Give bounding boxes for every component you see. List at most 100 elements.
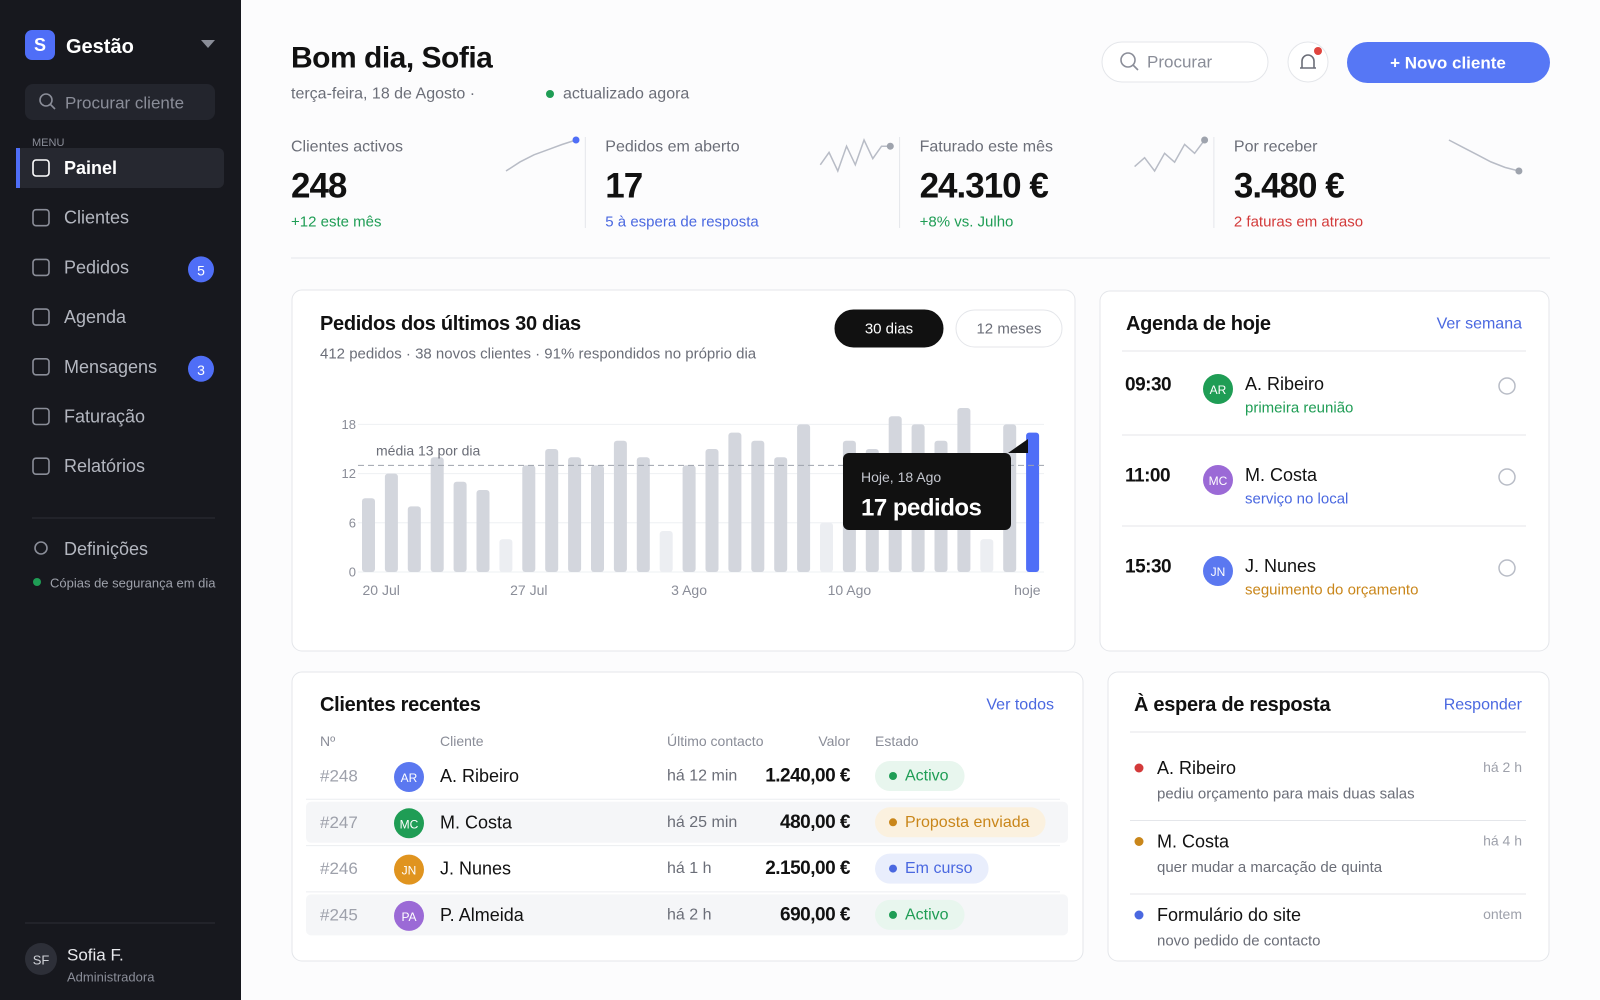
- nav-active-bar: [16, 148, 20, 188]
- waiting-dot: [1134, 910, 1144, 920]
- waiting-dot: [1134, 763, 1144, 773]
- agenda-check[interactable]: [1498, 468, 1516, 486]
- agenda-check[interactable]: [1498, 377, 1516, 395]
- nav-item[interactable]: Clientes: [32, 208, 129, 228]
- column-header: Valor: [818, 733, 850, 749]
- agenda-name: M. Costa: [1245, 465, 1318, 485]
- agenda-avatar: [1203, 465, 1233, 495]
- client-id: #248: [320, 767, 358, 786]
- tooltip-pointer: [1008, 439, 1028, 453]
- agenda-avatar-initials: AR: [1210, 383, 1227, 397]
- search-icon: [1132, 64, 1139, 71]
- bar: [476, 490, 490, 572]
- nav-icon: [32, 208, 50, 227]
- column-header: Estado: [875, 733, 919, 749]
- nav-label: Agenda: [64, 307, 127, 327]
- nav-label: Faturação: [64, 407, 145, 427]
- bar: [407, 506, 421, 572]
- client-name: P. Almeida: [440, 905, 525, 925]
- kpi-note: +12 este mês: [291, 214, 381, 231]
- waiting-name: A. Ribeiro: [1157, 758, 1236, 778]
- client-row[interactable]: #248 AR A. Ribeiro há 12 min 1.240,00 € Activ…: [320, 761, 965, 792]
- bar: [728, 432, 742, 572]
- client-name: A. Ribeiro: [440, 766, 519, 786]
- agenda-title: Agenda de hoje: [1126, 313, 1271, 335]
- client-value: 480,00 €: [780, 812, 851, 833]
- agenda-link[interactable]: Ver semana: [1437, 316, 1522, 333]
- y-tick-label: 0: [349, 565, 356, 580]
- nav-active-bg: [16, 148, 224, 188]
- client-row[interactable]: #246 JN J. Nunes há 1 h 2.150,00 € Em curso: [306, 845, 1060, 885]
- menu-label: MENU: [32, 137, 64, 149]
- agenda-avatar: [1203, 556, 1233, 586]
- waiting-name: Formulário do site: [1157, 905, 1301, 925]
- agenda-note: primeira reunião: [1245, 400, 1353, 417]
- bar: [751, 440, 765, 572]
- client-row[interactable]: #247 MC M. Costa há 25 min 480,00 € Proposta …: [306, 798, 1068, 843]
- kpi-value: 248: [291, 167, 347, 206]
- brand-caret[interactable]: [201, 40, 215, 48]
- bar: [820, 522, 833, 572]
- nav-icon: [32, 357, 50, 376]
- nav-item[interactable]: Mensagens 3: [32, 355, 214, 382]
- bar: [453, 481, 467, 572]
- waiting-link[interactable]: Responder: [1444, 697, 1523, 714]
- agenda-avatar-initials: MC: [1209, 474, 1228, 488]
- sparkline: [505, 139, 577, 172]
- client-avatar: [394, 900, 424, 931]
- bar: [522, 465, 536, 572]
- clients-link[interactable]: Ver todos: [986, 697, 1054, 714]
- waiting-note: quer mudar a marcação de quinta: [1157, 859, 1383, 876]
- x-tick-label: 20 Jul: [363, 582, 400, 598]
- notifications-button[interactable]: [1287, 41, 1329, 83]
- client-row[interactable]: #245 PA P. Almeida há 2 h 690,00 € Activo: [306, 891, 1068, 936]
- y-tick-label: 18: [342, 417, 356, 432]
- bar: [774, 457, 788, 572]
- client-avatar-initials: JN: [402, 864, 417, 878]
- bar: [545, 449, 559, 572]
- range-toggle-bg: [834, 309, 944, 348]
- agenda-check[interactable]: [1498, 559, 1516, 577]
- nav-item[interactable]: Painel: [16, 148, 224, 188]
- client-value: 1.240,00 €: [765, 766, 851, 787]
- status-dot: [546, 90, 554, 98]
- nav-icon: [32, 457, 50, 476]
- chart-title: Pedidos dos últimos 30 dias: [320, 313, 581, 335]
- range-toggle[interactable]: 30 dias: [834, 309, 944, 348]
- bar: [682, 465, 696, 572]
- sidebar-search[interactable]: [25, 84, 215, 120]
- range-toggle-bg: [955, 309, 1063, 348]
- x-tick-label: 3 Ago: [671, 582, 707, 598]
- sparkline: [1134, 139, 1206, 173]
- waiting-card: [1107, 671, 1550, 962]
- y-tick-label: 12: [342, 466, 356, 481]
- nav-icon: [32, 258, 50, 277]
- header-search[interactable]: [1101, 41, 1269, 83]
- row-bg: [306, 801, 1068, 843]
- nav-badge-count: 3: [197, 362, 205, 378]
- nav-item[interactable]: Relatórios: [32, 456, 145, 476]
- bar: [980, 539, 994, 572]
- bar: [613, 440, 627, 572]
- nav-icon: [32, 407, 50, 426]
- status-pill: [875, 807, 1046, 838]
- search-icon: [1120, 52, 1136, 68]
- client-contact: há 2 h: [667, 906, 711, 923]
- nav-label: Painel: [64, 158, 117, 178]
- nav-item[interactable]: Faturação: [32, 407, 145, 427]
- agenda-note: serviço no local: [1245, 491, 1348, 508]
- sparkline: [1448, 139, 1520, 172]
- search-icon: [49, 103, 56, 110]
- bar: [568, 457, 582, 572]
- settings-icon: [34, 541, 48, 555]
- waiting-time: ontem: [1483, 906, 1522, 922]
- agenda-name: A. Ribeiro: [1245, 374, 1324, 394]
- range-toggle[interactable]: 12 meses: [955, 309, 1063, 348]
- new-client-button[interactable]: [1347, 42, 1550, 83]
- nav-item[interactable]: Pedidos 5: [32, 256, 214, 283]
- waiting-time: há 4 h: [1483, 833, 1522, 849]
- nav-item[interactable]: Agenda: [32, 307, 127, 327]
- settings-link[interactable]: Definições: [64, 539, 148, 559]
- bar: [362, 498, 375, 572]
- status-dot: [889, 864, 897, 873]
